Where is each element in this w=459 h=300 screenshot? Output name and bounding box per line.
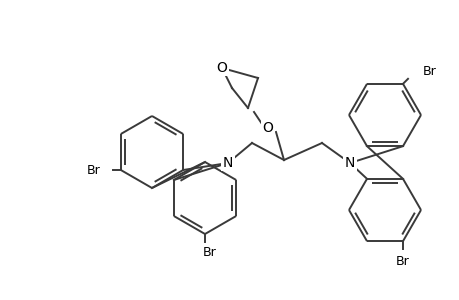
Text: Br: Br <box>203 245 216 259</box>
Text: Br: Br <box>395 255 409 268</box>
Text: O: O <box>216 61 227 75</box>
Text: Br: Br <box>422 65 436 78</box>
Text: Br: Br <box>87 164 101 176</box>
Text: N: N <box>344 156 354 170</box>
Text: O: O <box>262 121 273 135</box>
Text: N: N <box>222 156 233 170</box>
